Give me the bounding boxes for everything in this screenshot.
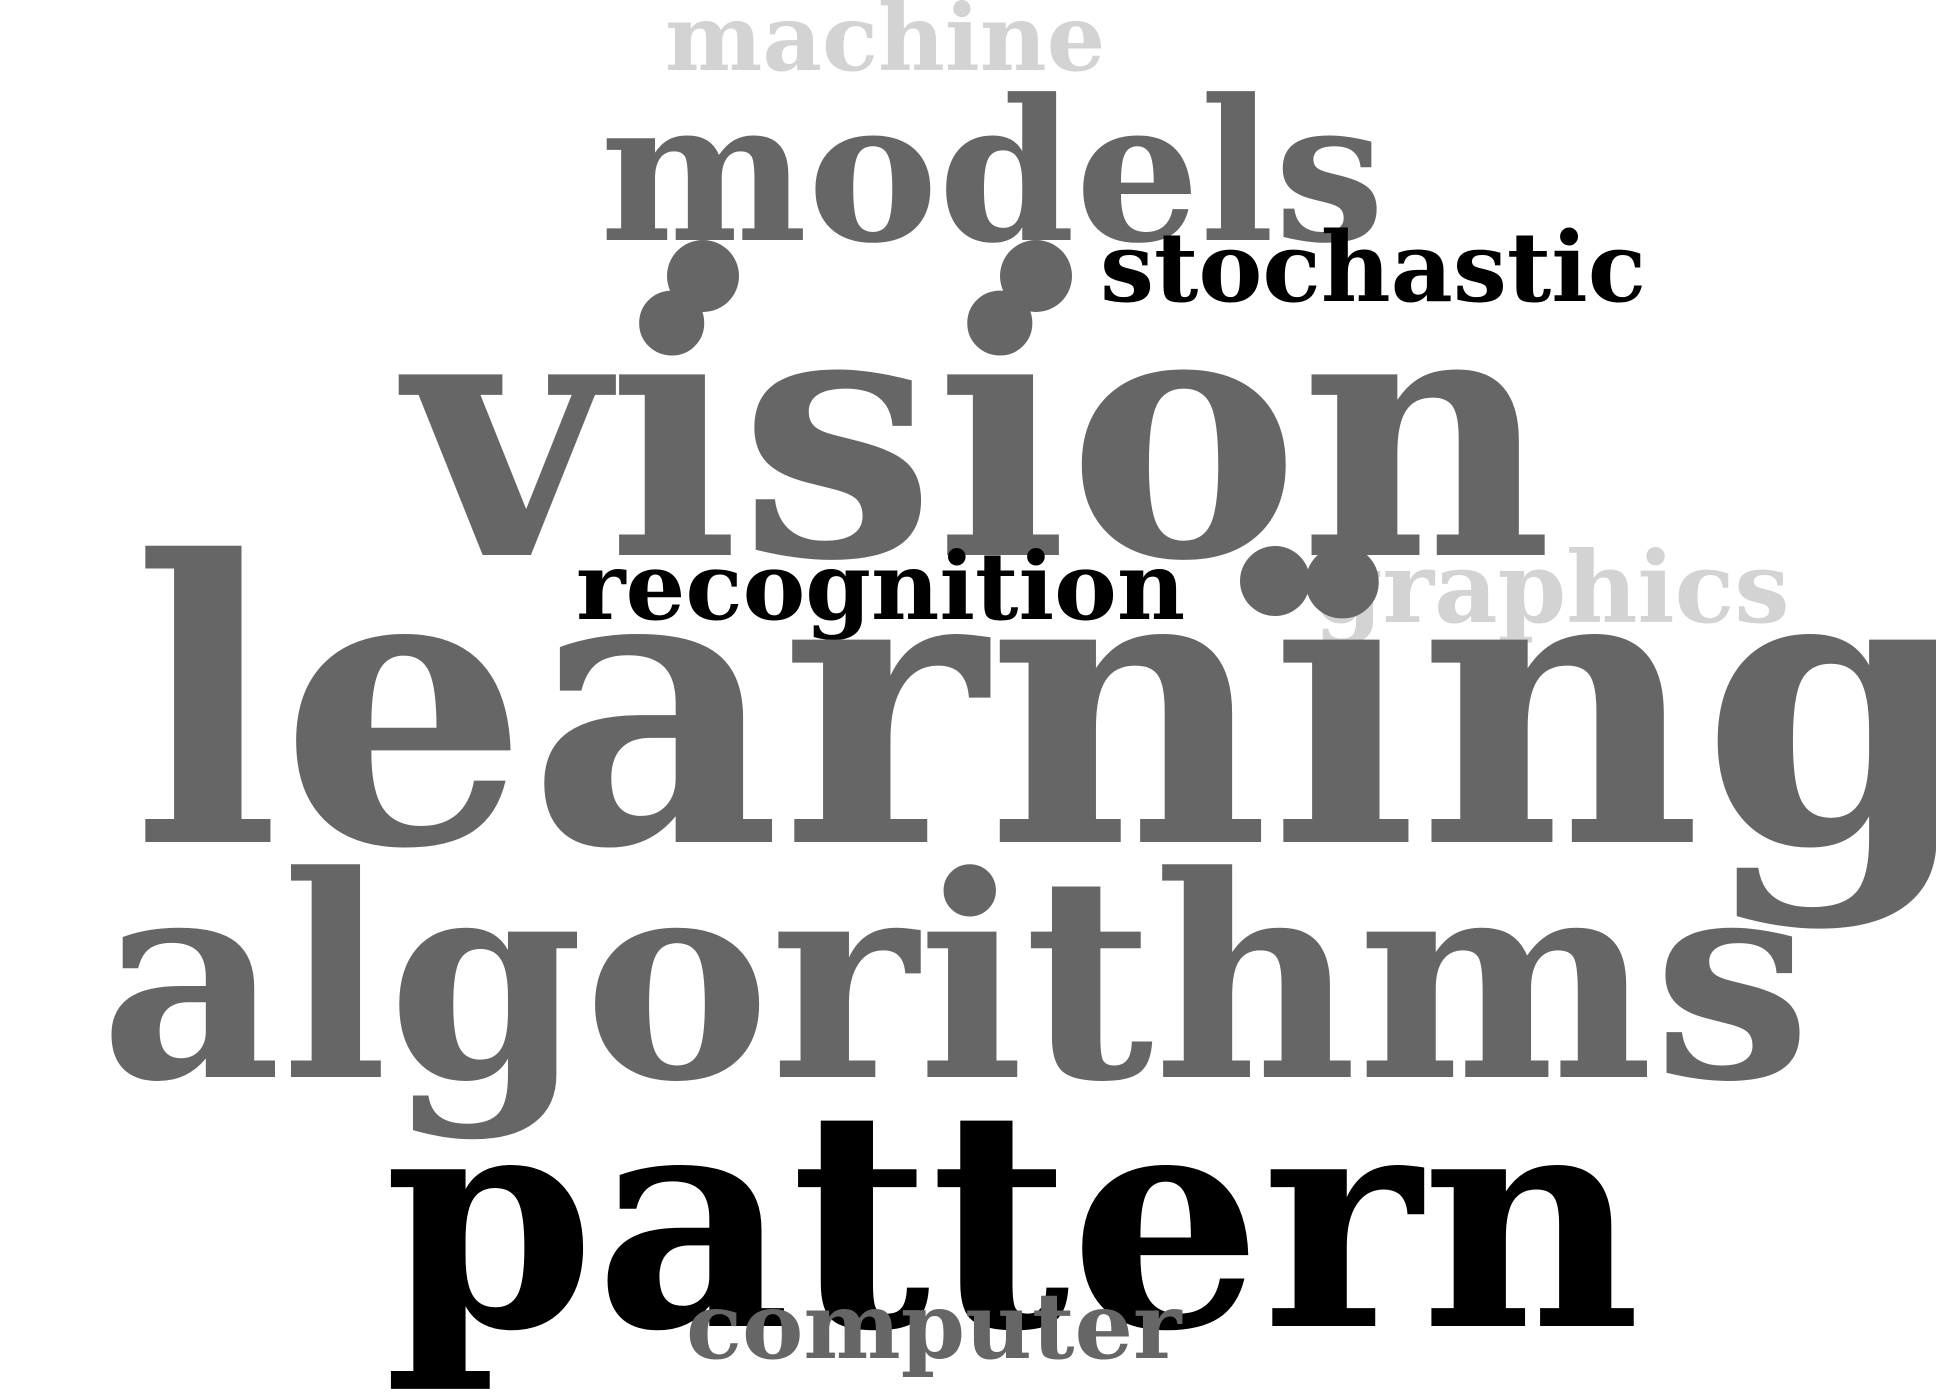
word-graphics: graphics [1314,531,1790,646]
word-vision: vision [405,229,1553,638]
word-learning: learning [132,476,1936,934]
word-machine: machine [665,0,1106,92]
word-cloud: machine models stochastic vision recogni… [100,0,1936,1398]
word-computer: computer [686,1272,1182,1380]
word-algorithms: algorithms [100,815,1812,1144]
bullet-dot [1000,240,1072,312]
word-pattern: pattern [384,1043,1641,1398]
word-stochastic: stochastic [1100,211,1647,324]
word-models: models [600,57,1385,287]
bullet-dot [1240,546,1310,616]
bullet-dot [667,240,739,312]
word-recognition: recognition [576,532,1186,642]
